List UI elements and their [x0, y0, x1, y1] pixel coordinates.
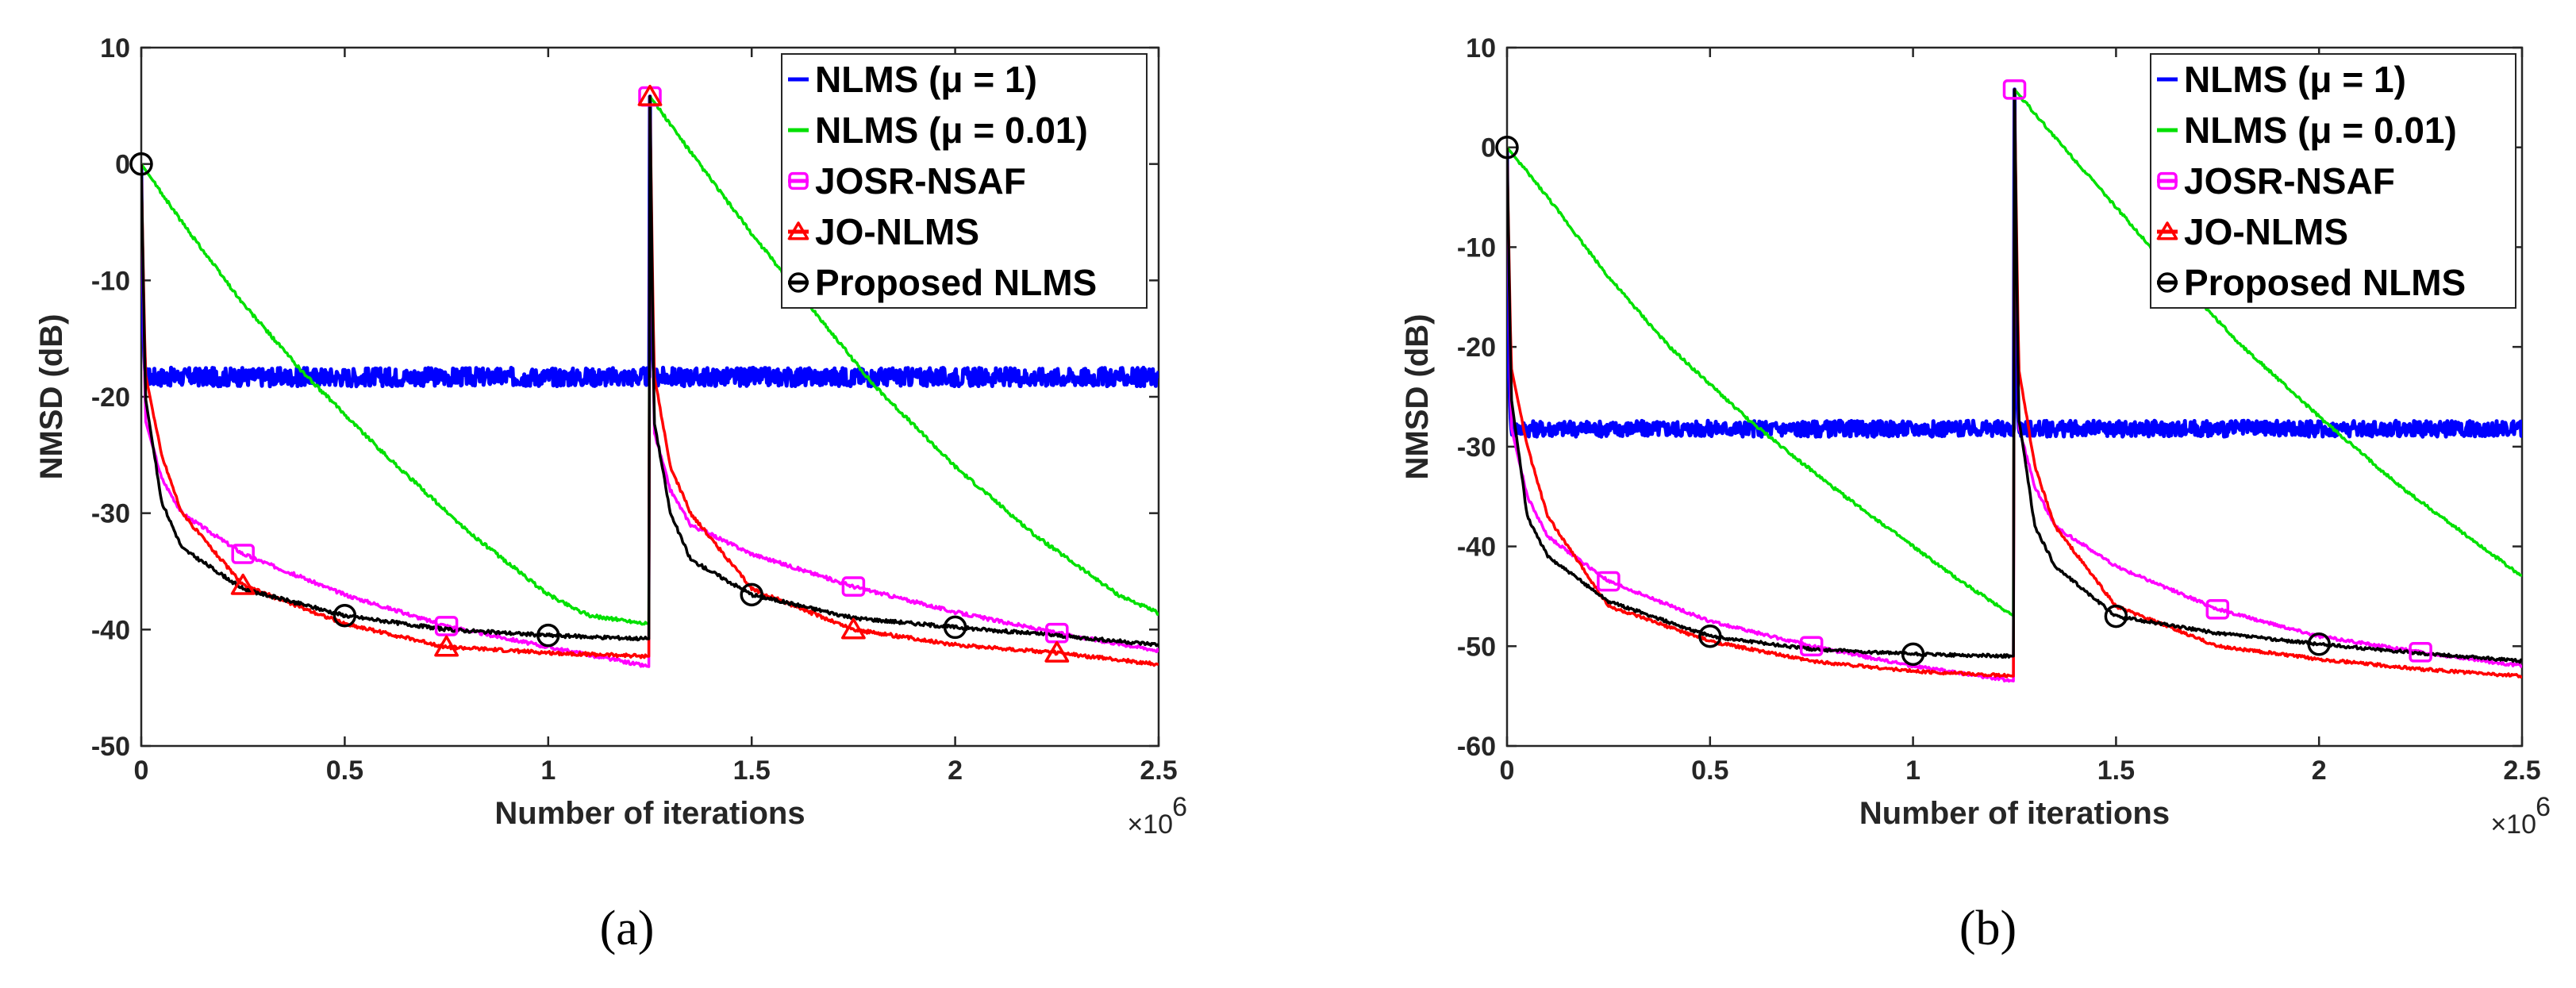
x-tick-label: 0.5	[326, 755, 363, 786]
marker-josr	[2409, 642, 2432, 663]
marker-proposed	[1698, 624, 1722, 648]
y-tick-label: -10	[1457, 233, 1496, 263]
legend-marker-jo	[2156, 221, 2178, 240]
marker-jo	[434, 635, 459, 657]
legend-box	[2150, 53, 2516, 309]
y-tick-label: -30	[1457, 432, 1496, 463]
legend-label-nlms_mu001: NLMS (μ = 0.01)	[2184, 110, 2457, 151]
x-axis-label: Number of iterations	[1859, 796, 2170, 831]
y-tick-label: 10	[100, 33, 130, 63]
x-tick-label: 1	[540, 755, 556, 786]
marker-jo	[637, 84, 663, 106]
marker-josr	[434, 616, 459, 636]
y-tick-label: -20	[91, 383, 130, 413]
x-tick-label: 1	[1905, 755, 1920, 786]
x-multiplier: ×10	[2490, 809, 2536, 840]
legend-marker-josr	[788, 171, 809, 190]
x-tick-label: 0	[134, 755, 149, 786]
marker-josr	[2205, 598, 2230, 620]
legend-marker-josr	[2157, 171, 2178, 190]
panel-caption: (b)	[1959, 902, 2017, 955]
marker-josr	[841, 576, 866, 597]
y-tick-label: -50	[91, 732, 130, 762]
legend-label-josr: JOSR-NSAF	[2184, 160, 2395, 202]
legend-marker-jo	[787, 221, 809, 240]
marker-proposed	[2104, 604, 2128, 629]
x-tick-label: 1.5	[733, 755, 771, 786]
y-tick-label: -40	[91, 615, 130, 645]
legend-label-nlms_mu001: NLMS (μ = 0.01)	[815, 110, 1088, 151]
series-line-proposed	[141, 94, 1159, 648]
y-tick-label: -40	[1457, 532, 1496, 563]
legend-label-josr: JOSR-NSAF	[815, 160, 1026, 202]
panel-b: 0 0.5 1 1.5 2 2.5 10 0 -10 -20 -30 -40 -50 -60 Number …	[1400, 33, 2551, 955]
x-tick-label: 2.5	[1140, 755, 1177, 786]
legend: NLMS (μ = 1) NLMS (μ = 0.01) JOSR-NSAF JO-N…	[2150, 53, 2516, 309]
y-tick-label: -60	[1457, 732, 1496, 762]
x-tick-label: 2.5	[2503, 755, 2540, 786]
legend-label-jo: JO-NLMS	[2184, 211, 2348, 252]
marker-proposed	[2307, 632, 2331, 656]
legend-label-proposed: Proposed NLMS	[815, 262, 1097, 303]
y-axis-label: NMSD (dB)	[1400, 314, 1435, 480]
x-tick-label: 0.5	[1691, 755, 1728, 786]
marker-josr	[2002, 79, 2027, 100]
y-tick-label: 10	[1466, 33, 1496, 63]
marker-proposed	[333, 603, 357, 628]
x-tick-label: 2	[2312, 755, 2327, 786]
plot-area	[1507, 87, 2522, 683]
x-tick-label: 0	[1500, 755, 1515, 786]
series-line-proposed	[1507, 88, 2522, 664]
marker-proposed	[129, 152, 153, 176]
marker-jo	[841, 617, 866, 640]
legend-label-proposed: Proposed NLMS	[2184, 262, 2466, 303]
legend-label-nlms_mu1: NLMS (μ = 1)	[2184, 59, 2406, 100]
panel-caption: (a)	[600, 902, 655, 955]
marker-josr	[1597, 571, 1621, 592]
y-tick-label: -30	[91, 499, 130, 529]
legend-box	[781, 53, 1148, 309]
plot-area	[141, 94, 1159, 668]
panel-a: 0 0.5 1 1.5 2 2.5 10 0 -10 -20 -30 -40 -50 Number of …	[34, 33, 1187, 955]
legend: NLMS (μ = 1) NLMS (μ = 0.01) JOSR-NSAF JO-N…	[781, 53, 1148, 309]
marker-proposed	[536, 623, 560, 648]
x-tick-label: 2	[948, 755, 963, 786]
y-tick-label: -20	[1457, 333, 1496, 363]
x-tick-label: 1.5	[2097, 755, 2135, 786]
y-tick-label: 0	[1481, 133, 1496, 163]
y-tick-label: 0	[115, 150, 130, 180]
marker-jo	[1044, 640, 1070, 663]
marker-proposed	[740, 582, 763, 607]
marker-jo	[230, 573, 256, 595]
x-multiplier: ×10	[1127, 809, 1173, 840]
marker-josr	[231, 544, 255, 564]
y-axis-label: NMSD (dB)	[34, 314, 69, 480]
marker-josr	[1799, 636, 1824, 657]
marker-proposed	[943, 615, 967, 640]
x-axis-label: Number of iterations	[494, 796, 805, 831]
legend-label-jo: JO-NLMS	[815, 211, 979, 252]
y-tick-label: -10	[91, 266, 130, 296]
y-tick-label: -50	[1457, 632, 1496, 662]
marker-proposed	[1495, 135, 1519, 160]
x-multiplier-exponent: 6	[2536, 792, 2551, 822]
legend-marker-proposed	[2157, 272, 2178, 293]
legend-label-nlms_mu1: NLMS (μ = 1)	[815, 59, 1037, 100]
x-multiplier-exponent: 6	[1172, 792, 1187, 822]
marker-proposed	[1901, 642, 1925, 667]
legend-marker-proposed	[788, 272, 809, 293]
